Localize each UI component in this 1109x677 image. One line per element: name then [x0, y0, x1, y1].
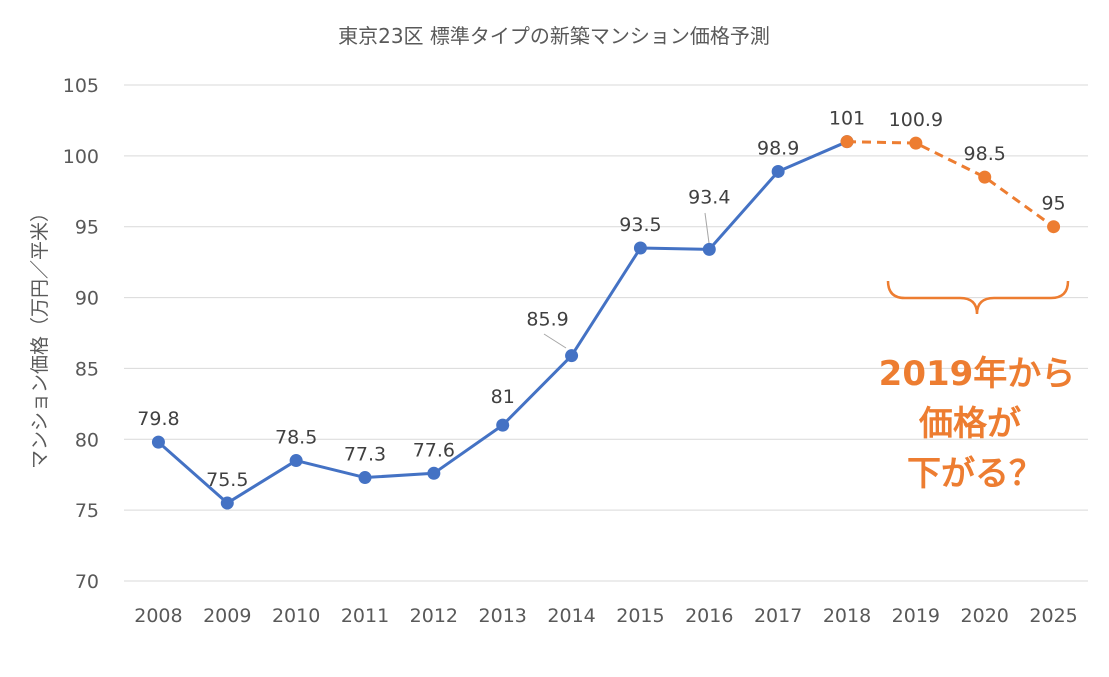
series-line-dashed: [846, 140, 1055, 228]
x-tick-label: 2009: [203, 605, 251, 627]
data-label: 78.5: [275, 427, 317, 449]
data-label: 77.3: [344, 444, 386, 466]
x-tick-label: 2020: [961, 605, 1009, 627]
y-tick-labels: 70 75 80 85 90 95 100 105: [63, 75, 99, 593]
data-labels: 79.8 75.5 78.5 77.3 77.6 81 85.9 93.5 93.4 98.9 10…: [137, 108, 1065, 491]
leader-line: [704, 212, 710, 244]
data-label: 79.8: [137, 408, 179, 430]
data-point: [840, 135, 854, 149]
data-point: [909, 136, 923, 150]
data-point: [771, 164, 785, 178]
y-tick-label: 95: [75, 217, 99, 239]
x-tick-labels: 2008 2009 2010 2011 2012 2013 2014 2015 2016 2017…: [134, 605, 1078, 627]
x-tick-label: 2013: [479, 605, 527, 627]
data-label: 93.4: [688, 186, 730, 208]
y-tick-label: 90: [75, 288, 99, 310]
data-label: 98.5: [964, 143, 1006, 165]
annotation-line-2: 価格が: [918, 404, 1021, 444]
leader-line: [543, 333, 567, 349]
x-tick-label: 2012: [410, 605, 458, 627]
data-label: 100.9: [889, 109, 943, 131]
chart-title: 東京23区 標準タイプの新築マンション価格予測: [338, 24, 770, 48]
data-point: [358, 471, 372, 485]
data-label: 75.5: [206, 469, 248, 491]
annotation-line-1: 2019年から: [879, 354, 1076, 394]
x-tick-label: 2025: [1029, 605, 1077, 627]
x-tick-label: 2010: [272, 605, 320, 627]
series-line-solid: [157, 140, 848, 505]
annotation-brace: [886, 280, 1070, 315]
data-label: 77.6: [413, 439, 455, 461]
x-tick-label: 2015: [616, 605, 664, 627]
annotation-line-3: 下がる？: [907, 454, 1043, 494]
data-point: [289, 454, 303, 468]
data-point: [633, 241, 647, 255]
data-point: [978, 170, 992, 184]
y-axis-label: マンション価格（万円／平米）: [29, 203, 51, 469]
x-tick-label: 2018: [823, 605, 871, 627]
series-lines: [157, 140, 1055, 505]
y-tick-label: 75: [75, 500, 99, 522]
data-point: [1047, 220, 1061, 234]
data-point: [151, 435, 165, 449]
y-tick-label: 80: [75, 429, 99, 451]
y-tick-label: 85: [75, 358, 99, 380]
y-tick-label: 100: [63, 146, 99, 168]
data-point: [220, 496, 234, 510]
x-tick-label: 2008: [134, 605, 182, 627]
x-tick-label: 2014: [547, 605, 595, 627]
data-point: [565, 349, 579, 363]
y-tick-label: 70: [75, 571, 99, 593]
data-point: [702, 242, 716, 256]
data-label: 101: [829, 108, 865, 130]
data-label: 95: [1041, 193, 1065, 215]
data-point: [496, 418, 510, 432]
data-label: 98.9: [757, 137, 799, 159]
data-point: [427, 466, 441, 480]
gridlines: [124, 84, 1088, 582]
x-tick-label: 2016: [685, 605, 733, 627]
x-tick-label: 2019: [892, 605, 940, 627]
x-tick-label: 2011: [341, 605, 389, 627]
annotation: 2019年から 価格が 下がる？: [879, 354, 1076, 494]
data-label: 81: [491, 386, 515, 408]
data-label: 85.9: [526, 309, 568, 331]
x-tick-label: 2017: [754, 605, 802, 627]
y-tick-label: 105: [63, 75, 99, 97]
data-label: 93.5: [619, 214, 661, 236]
series-points: [151, 135, 1061, 510]
